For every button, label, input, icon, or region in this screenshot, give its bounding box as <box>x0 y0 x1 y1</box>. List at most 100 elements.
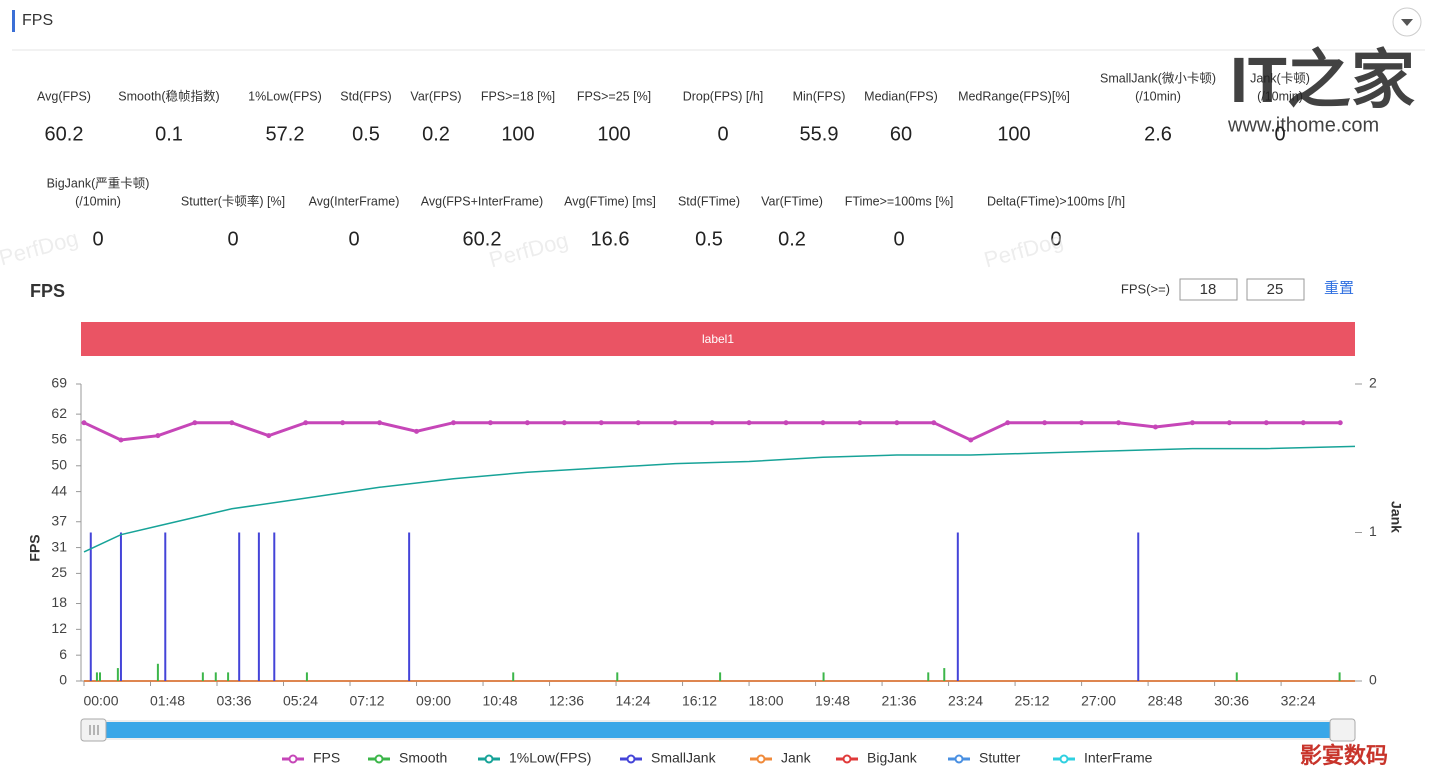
legend-label[interactable]: FPS <box>313 750 340 766</box>
legend-swatch <box>626 754 636 764</box>
stat-value: 2.6 <box>1144 123 1172 145</box>
x-tick-label: 28:48 <box>1148 693 1183 709</box>
stat-value: 0 <box>717 123 728 145</box>
stat-label: Min(FPS) <box>793 89 846 103</box>
point <box>635 420 641 426</box>
x-tick-label: 27:00 <box>1081 693 1116 709</box>
point <box>1079 420 1085 426</box>
y-tick-label: 18 <box>51 594 67 610</box>
stat-label: (/10min) <box>75 194 121 208</box>
point <box>1189 420 1195 426</box>
stat-value: 100 <box>501 123 534 145</box>
watermark: IT之家 <box>1230 44 1415 116</box>
point <box>931 420 937 426</box>
x-tick-label: 01:48 <box>150 693 185 709</box>
stat-value: 0 <box>227 228 238 250</box>
legend-swatch <box>374 754 384 764</box>
point <box>1005 420 1011 426</box>
stat-label: Std(FPS) <box>340 89 391 103</box>
stat-value: 0.2 <box>422 123 450 145</box>
scrollbar-range[interactable] <box>106 722 1336 738</box>
legend-label[interactable]: 1%Low(FPS) <box>509 750 591 766</box>
stat-label: Delta(FTime)>100ms [/h] <box>987 194 1125 208</box>
point <box>709 420 715 426</box>
y-tick-label: 12 <box>51 620 67 636</box>
stat-value: 0.5 <box>695 228 723 250</box>
stat-value: 0 <box>893 228 904 250</box>
stat-value: 0.1 <box>155 123 183 145</box>
header-accent <box>12 10 15 32</box>
stat-value: 100 <box>997 123 1030 145</box>
stat-label: FTime>=100ms [%] <box>845 194 954 208</box>
point <box>857 420 863 426</box>
y2-tick-label: 2 <box>1369 375 1377 391</box>
legend-swatch <box>756 754 766 764</box>
legend-swatch <box>288 754 298 764</box>
y2-tick-label: 0 <box>1369 672 1377 688</box>
y-tick-label: 6 <box>59 646 67 662</box>
point <box>1116 420 1122 426</box>
point <box>561 420 567 426</box>
scrollbar-handle[interactable] <box>1329 718 1356 742</box>
stat-value: 0 <box>92 228 103 250</box>
point <box>746 420 752 426</box>
stat-label: (/10min) <box>1135 89 1181 103</box>
stat-label: 1%Low(FPS) <box>248 89 322 103</box>
point <box>303 420 309 426</box>
stat-label: (/10min) <box>1257 89 1303 103</box>
legend-label[interactable]: Stutter <box>979 750 1021 766</box>
legend-label[interactable]: BigJank <box>867 750 918 766</box>
threshold-value: 25 <box>1267 281 1284 298</box>
stat-label: Avg(FTime) [ms] <box>564 194 656 208</box>
x-tick-label: 12:36 <box>549 693 584 709</box>
legend-swatch <box>954 754 964 764</box>
point <box>266 433 272 439</box>
legend-swatch <box>1059 754 1069 764</box>
point <box>229 420 235 426</box>
point <box>968 437 974 443</box>
threshold-input[interactable] <box>1246 278 1305 301</box>
watermark: PerfDog <box>981 227 1065 272</box>
collapse-icon <box>1401 19 1413 26</box>
stat-value: 0 <box>348 228 359 250</box>
legend-label[interactable]: Jank <box>781 750 812 766</box>
point <box>894 420 900 426</box>
stat-label: Var(FPS) <box>410 89 461 103</box>
stat-value: 57.2 <box>266 123 305 145</box>
stats-panel: Avg(FPS) 60.2 Smooth(稳帧指数) 0.1 1%Low(FPS) 57.… <box>37 71 1310 250</box>
chart-title: FPS <box>30 281 65 301</box>
stat-value: 60.2 <box>463 228 502 250</box>
stat-value: 16.6 <box>591 228 630 250</box>
label-band <box>81 322 1355 356</box>
stat-value: 0 <box>1050 228 1061 250</box>
point <box>524 420 530 426</box>
x-tick-label: 14:24 <box>616 693 651 709</box>
reset-button[interactable]: 重置 <box>1324 280 1354 297</box>
threshold-value: 18 <box>1200 281 1217 298</box>
stat-label: Smooth(稳帧指数) <box>118 88 219 103</box>
legend-label[interactable]: InterFrame <box>1084 750 1153 766</box>
point <box>487 420 493 426</box>
y-tick-label: 25 <box>51 564 67 580</box>
y-tick-label: 62 <box>51 405 67 421</box>
point <box>155 433 161 439</box>
stat-label: Var(FTime) <box>761 194 823 208</box>
stat-label: BigJank(严重卡顿) <box>47 175 150 190</box>
point <box>820 420 826 426</box>
threshold-input[interactable] <box>1179 278 1238 301</box>
y-tick-label: 56 <box>51 431 67 447</box>
x-tick-label: 10:48 <box>483 693 518 709</box>
legend-label[interactable]: SmallJank <box>651 750 717 766</box>
y-tick-label: 31 <box>51 538 67 554</box>
point <box>340 420 346 426</box>
stat-label: Drop(FPS) [/h] <box>683 89 764 103</box>
watermark: PerfDog <box>0 225 81 270</box>
x-tick-label: 16:12 <box>682 693 717 709</box>
legend: FPS Smooth 1%Low(FPS) SmallJank Jank BigJank S… <box>282 750 1153 766</box>
x-tick-label: 19:48 <box>815 693 850 709</box>
point <box>118 437 124 443</box>
threshold-label: FPS(>=) <box>1121 281 1170 296</box>
legend-label[interactable]: Smooth <box>399 750 447 766</box>
header-title: FPS <box>22 12 53 29</box>
